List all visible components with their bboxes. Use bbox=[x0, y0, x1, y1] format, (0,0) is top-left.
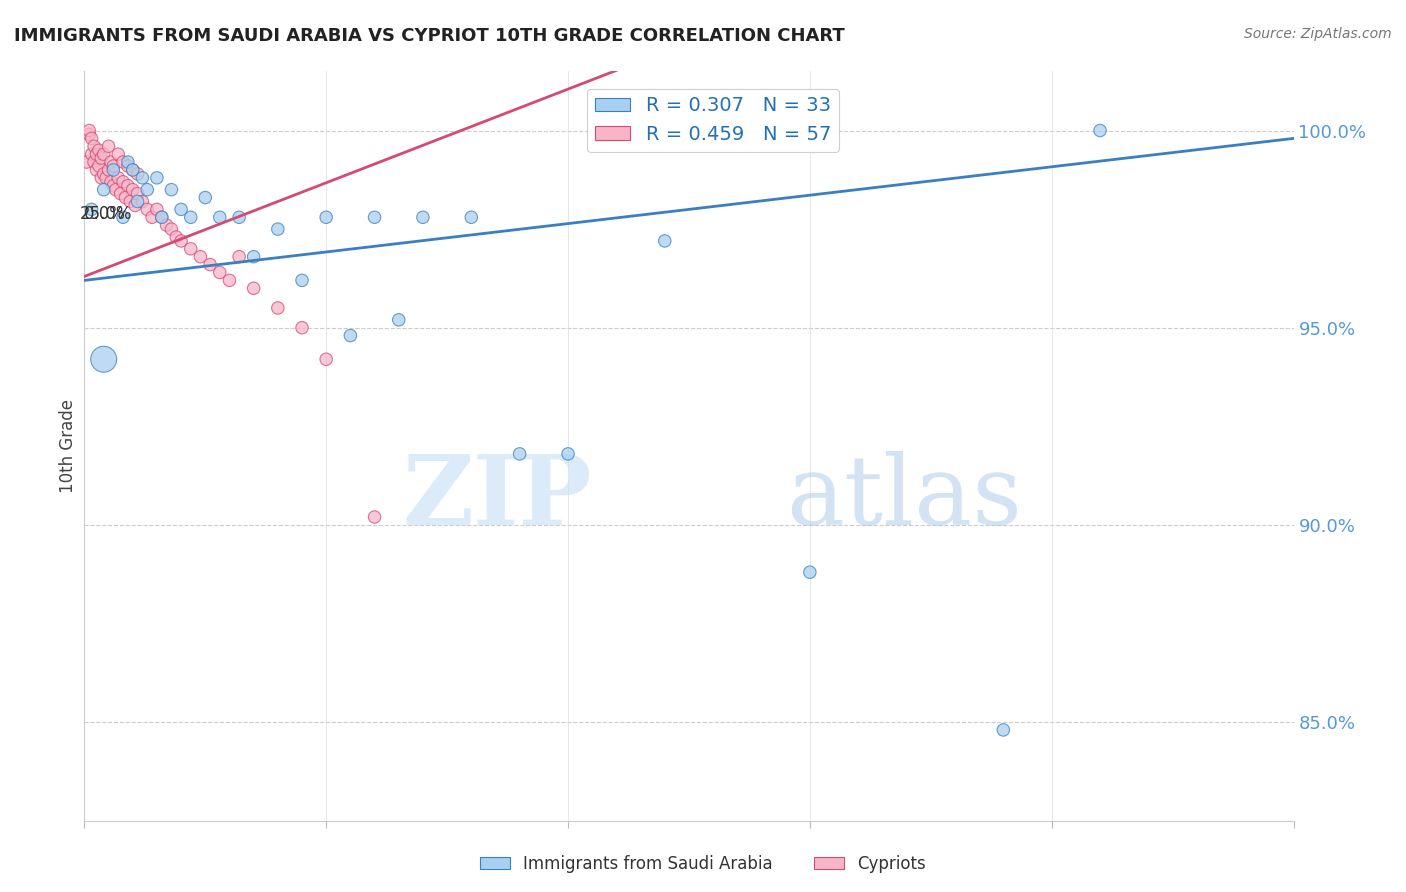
Point bbox=[117, 178, 139, 193]
Point bbox=[160, 183, 183, 197]
Point bbox=[117, 159, 139, 173]
Point bbox=[146, 170, 169, 185]
Point bbox=[100, 175, 122, 189]
Point bbox=[363, 510, 385, 524]
Point bbox=[121, 163, 143, 178]
Point bbox=[77, 123, 100, 137]
Legend: Immigrants from Saudi Arabia, Cypriots: Immigrants from Saudi Arabia, Cypriots bbox=[472, 848, 934, 880]
Point bbox=[103, 163, 125, 178]
Point bbox=[94, 170, 117, 185]
Point bbox=[315, 352, 337, 367]
Point bbox=[228, 211, 250, 225]
Point bbox=[412, 211, 434, 225]
Point bbox=[146, 202, 169, 217]
Point bbox=[242, 281, 264, 295]
Text: Source: ZipAtlas.com: Source: ZipAtlas.com bbox=[1244, 27, 1392, 41]
Point bbox=[150, 211, 173, 225]
Point bbox=[160, 222, 183, 236]
Point bbox=[80, 131, 103, 145]
Point bbox=[117, 155, 139, 169]
Point bbox=[107, 147, 129, 161]
Point bbox=[76, 155, 98, 169]
Point bbox=[291, 320, 314, 334]
Point bbox=[141, 211, 163, 225]
Point bbox=[100, 155, 122, 169]
Point bbox=[87, 159, 110, 173]
Point bbox=[218, 273, 240, 287]
Point bbox=[165, 230, 187, 244]
Point bbox=[194, 190, 217, 204]
Point bbox=[460, 211, 482, 225]
Point bbox=[131, 194, 153, 209]
Point bbox=[104, 183, 127, 197]
Point bbox=[112, 211, 135, 225]
Point bbox=[97, 163, 120, 178]
Point bbox=[170, 202, 193, 217]
Point bbox=[103, 178, 125, 193]
Point bbox=[127, 194, 149, 209]
Point bbox=[799, 565, 821, 579]
Point bbox=[208, 211, 231, 225]
Point bbox=[83, 155, 105, 169]
Text: ZIP: ZIP bbox=[402, 451, 592, 545]
Point bbox=[83, 139, 105, 153]
Point bbox=[509, 447, 531, 461]
Point bbox=[93, 147, 115, 161]
Point bbox=[208, 265, 231, 279]
Point bbox=[110, 186, 132, 201]
Point bbox=[120, 194, 142, 209]
Point bbox=[228, 250, 250, 264]
Point bbox=[77, 128, 100, 142]
Text: 0.0%: 0.0% bbox=[84, 205, 127, 224]
Text: 25.0%: 25.0% bbox=[80, 205, 132, 224]
Text: IMMIGRANTS FROM SAUDI ARABIA VS CYPRIOT 10TH GRADE CORRELATION CHART: IMMIGRANTS FROM SAUDI ARABIA VS CYPRIOT … bbox=[14, 27, 845, 45]
Point bbox=[242, 250, 264, 264]
Point bbox=[180, 242, 202, 256]
Point bbox=[654, 234, 676, 248]
Point bbox=[86, 147, 108, 161]
Point bbox=[190, 250, 212, 264]
Point bbox=[136, 202, 159, 217]
Point bbox=[107, 170, 129, 185]
Point bbox=[180, 211, 202, 225]
Point bbox=[103, 159, 125, 173]
Point bbox=[121, 183, 143, 197]
Point bbox=[1088, 123, 1111, 137]
Legend: R = 0.307   N = 33, R = 0.459   N = 57: R = 0.307 N = 33, R = 0.459 N = 57 bbox=[588, 88, 839, 152]
Point bbox=[112, 155, 135, 169]
Point bbox=[127, 186, 149, 201]
Point bbox=[198, 258, 221, 272]
Point bbox=[90, 151, 112, 165]
Point bbox=[80, 202, 103, 217]
Point bbox=[557, 447, 579, 461]
Point bbox=[80, 147, 103, 161]
Point bbox=[993, 723, 1015, 737]
Point bbox=[170, 234, 193, 248]
Point bbox=[131, 170, 153, 185]
Point bbox=[363, 211, 385, 225]
Point bbox=[127, 167, 149, 181]
Point bbox=[86, 163, 108, 178]
Point bbox=[93, 183, 115, 197]
Point bbox=[267, 222, 290, 236]
Y-axis label: 10th Grade: 10th Grade bbox=[59, 399, 77, 493]
Point bbox=[97, 139, 120, 153]
Point bbox=[87, 143, 110, 157]
Point bbox=[155, 218, 177, 232]
Point bbox=[112, 175, 135, 189]
Point bbox=[121, 163, 143, 178]
Point bbox=[93, 352, 115, 367]
Point bbox=[267, 301, 290, 315]
Point bbox=[136, 183, 159, 197]
Point bbox=[124, 198, 146, 212]
Point bbox=[388, 313, 411, 327]
Point bbox=[291, 273, 314, 287]
Point bbox=[93, 167, 115, 181]
Point bbox=[315, 211, 337, 225]
Point bbox=[90, 170, 112, 185]
Point bbox=[114, 190, 136, 204]
Text: atlas: atlas bbox=[786, 451, 1022, 545]
Point bbox=[150, 211, 173, 225]
Point bbox=[339, 328, 361, 343]
